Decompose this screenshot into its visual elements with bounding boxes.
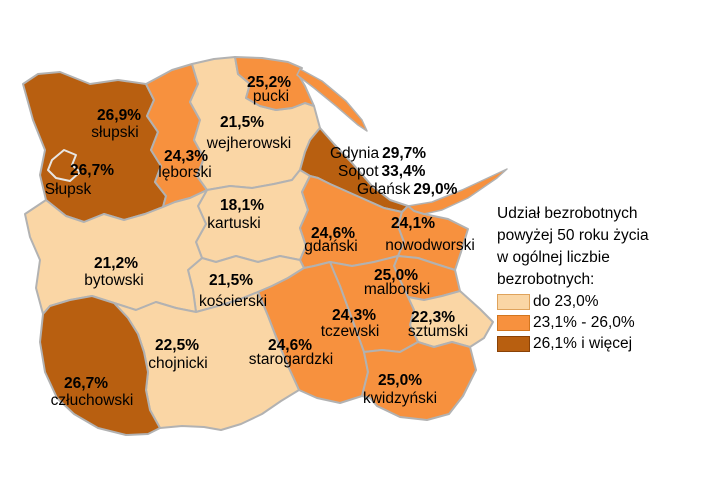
region-label-kwidzynski-value: 25,0% (378, 372, 422, 389)
region-label-slupsk-city-value: 26,7% (70, 162, 114, 179)
region-czluchowski-shape (39, 295, 161, 436)
region-label-nowodworski-value: 24,1% (391, 215, 435, 232)
region-label-chojnicki-value: 22,5% (155, 337, 199, 354)
city-value: 29,0% (413, 181, 458, 198)
legend-swatch-mid (497, 314, 530, 331)
legend-swatch-low (497, 293, 530, 310)
legend-item-label: 23,1% - 26,0% (533, 313, 635, 331)
region-label-leborski-name: lęborski (158, 164, 212, 181)
city-label-sopot: Sopot 33,4% (338, 164, 425, 180)
legend-title-line: Udział bezrobotnych (497, 205, 638, 222)
region-slupski-shape (22, 71, 167, 223)
region-slupsk-city-shape (47, 149, 81, 182)
region-label-leborski-value: 24,3% (164, 148, 208, 165)
legend-item-label: do 23,0% (533, 292, 599, 310)
city-label-gdynia: Gdynia 29,7% (330, 146, 426, 162)
city-name: Sopot (338, 163, 379, 180)
region-label-gdanski-value: 24,6% (311, 225, 355, 242)
region-label-koscierski-value: 21,5% (209, 272, 253, 289)
region-label-slupski-value: 26,9% (97, 107, 141, 124)
legend-title-line: bezrobotnych: (497, 271, 595, 288)
region-label-bytowski-name: bytowski (84, 272, 144, 289)
region-label-starogardzki-name: starogardzki (248, 351, 334, 368)
region-label-kartuski-name: kartuski (207, 215, 261, 232)
city-value: 33,4% (381, 163, 426, 180)
legend: Udział bezrobotnych powyżej 50 roku życi… (497, 203, 702, 354)
region-label-chojnicki-name: chojnicki (148, 355, 208, 372)
region-label-malborski-name: malborski (363, 281, 431, 298)
city-label-gdansk: Gdańsk 29,0% (357, 182, 457, 198)
region-pucki-shape (234, 56, 315, 111)
hel-peninsula (296, 68, 368, 132)
region-label-wejherowski-name: wejherowski (206, 135, 292, 152)
legend-title-line: w ogólnej liczbie (497, 249, 610, 266)
region-label-wejherowski-value: 21,5% (220, 114, 264, 131)
legend-item-mid: 23,1% - 26,0% (497, 312, 702, 333)
city-name: Gdańsk (357, 181, 411, 198)
legend-item-label: 26,1% i więcej (533, 334, 633, 352)
legend-title-line: powyżej 50 roku życia (497, 227, 649, 244)
region-kwidzynski-shape (361, 341, 477, 421)
region-label-pucki-name: pucki (252, 88, 290, 105)
region-label-sztumski-value: 22,3% (411, 309, 455, 326)
legend-swatch-high (497, 335, 530, 352)
region-label-sztumski-name: sztumski (407, 323, 469, 340)
region-label-kartuski-value: 18,1% (220, 197, 264, 214)
region-label-tczewski-value: 24,3% (332, 307, 376, 324)
legend-item-high: 26,1% i więcej (497, 333, 702, 354)
city-value: 29,7% (382, 145, 427, 162)
region-label-czluchowski-name: człuchowski (50, 392, 134, 409)
region-label-pucki-value: 25,2% (247, 74, 291, 91)
region-label-czluchowski-value: 26,7% (64, 375, 108, 392)
region-bytowski-shape (24, 189, 208, 315)
region-label-slupsk-city-name: Słupsk (44, 181, 92, 198)
region-label-gdanski-name: gdański (304, 238, 358, 255)
legend-item-low: do 23,0% (497, 291, 702, 312)
region-label-slupski-name: słupski (91, 124, 139, 141)
region-label-nowodworski-name: nowodworski (385, 237, 475, 254)
city-name: Gdynia (330, 145, 380, 162)
region-label-bytowski-value: 21,2% (94, 255, 138, 272)
region-label-malborski-value: 25,0% (374, 267, 418, 284)
region-label-starogardzki-value: 24,6% (268, 337, 312, 354)
region-label-tczewski-name: tczewski (320, 323, 380, 340)
region-label-kwidzynski-name: kwidzyński (362, 390, 438, 407)
region-label-koscierski-name: kościerski (198, 293, 268, 310)
